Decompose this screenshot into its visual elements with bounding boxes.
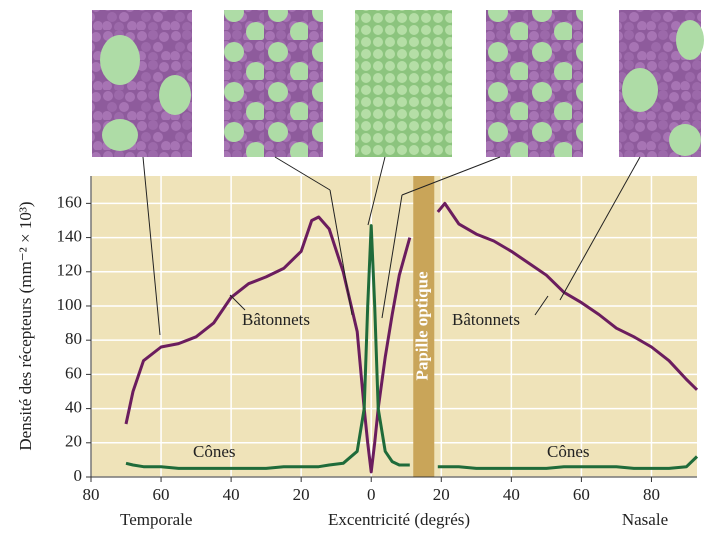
x-right-label: Nasale bbox=[622, 510, 668, 529]
x-tick-label: 20 bbox=[433, 485, 450, 504]
annotation: Bâtonnets bbox=[452, 310, 520, 329]
x-tick-label: 40 bbox=[503, 485, 520, 504]
x-tick-label: 80 bbox=[83, 485, 100, 504]
y-tick-label: 40 bbox=[65, 397, 82, 416]
mosaic-blob bbox=[622, 68, 658, 112]
mosaic-blob bbox=[159, 75, 191, 115]
x-tick-label: 40 bbox=[223, 485, 240, 504]
mosaic-images bbox=[92, 10, 704, 157]
connector bbox=[534, 295, 549, 316]
x-tick-label: 80 bbox=[643, 485, 660, 504]
annotation: Cônes bbox=[547, 442, 590, 461]
mosaic-blob bbox=[669, 124, 701, 156]
connector bbox=[381, 194, 403, 319]
x-tick-label: 60 bbox=[153, 485, 170, 504]
y-tick-label: 60 bbox=[65, 363, 82, 382]
annotation: Cônes bbox=[193, 442, 236, 461]
annotation: Bâtonnets bbox=[242, 310, 310, 329]
connector bbox=[367, 156, 386, 226]
y-tick-label: 20 bbox=[65, 432, 82, 451]
plot-area bbox=[91, 176, 697, 477]
y-tick-label: 120 bbox=[57, 261, 83, 280]
mosaic-image bbox=[355, 10, 452, 157]
y-tick-label: 160 bbox=[57, 192, 83, 211]
mosaic-image bbox=[224, 10, 323, 157]
y-tick-label: 100 bbox=[57, 295, 83, 314]
y-tick-label: 0 bbox=[74, 466, 83, 485]
connector bbox=[559, 156, 641, 301]
x-tick-label: 0 bbox=[367, 485, 376, 504]
mosaic-blob bbox=[676, 20, 704, 60]
x-tick-label: 60 bbox=[573, 485, 590, 504]
y-tick-label: 140 bbox=[57, 226, 83, 245]
connector bbox=[401, 156, 501, 196]
mosaic-image bbox=[486, 10, 583, 157]
x-left-label: Temporale bbox=[120, 510, 192, 529]
y-axis-label: Densité des récepteurs (mm⁻² × 10³) bbox=[16, 201, 35, 450]
series-line bbox=[125, 224, 699, 470]
optic-disc-label: Papille optique bbox=[413, 271, 432, 381]
connector bbox=[274, 156, 331, 191]
connector bbox=[329, 189, 353, 316]
mosaic-blob bbox=[102, 119, 138, 151]
connector bbox=[142, 156, 161, 336]
x-axis-label: Excentricité (degrés) bbox=[328, 510, 470, 529]
y-tick-label: 80 bbox=[65, 329, 82, 348]
x-tick-label: 20 bbox=[293, 485, 310, 504]
marks: Papille optique bbox=[124, 176, 699, 477]
connector bbox=[229, 294, 246, 311]
optic-disc bbox=[413, 176, 435, 477]
connectors bbox=[142, 156, 641, 336]
mosaic-blob bbox=[100, 35, 140, 85]
